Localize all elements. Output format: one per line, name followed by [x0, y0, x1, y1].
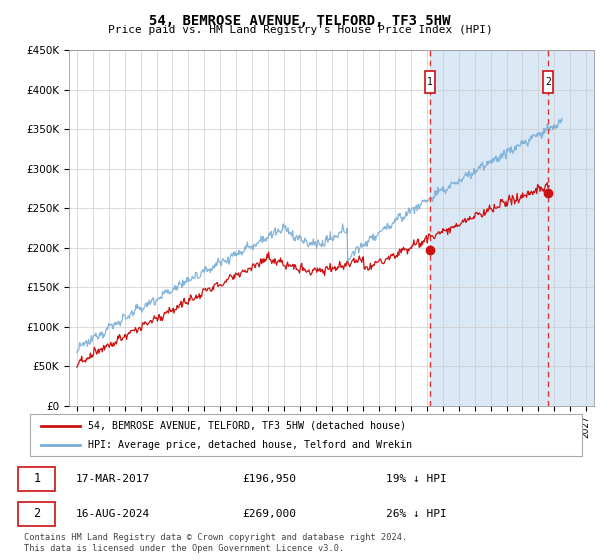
Text: 1: 1: [427, 77, 433, 87]
Text: 16-AUG-2024: 16-AUG-2024: [76, 509, 149, 519]
Text: 2: 2: [33, 507, 40, 520]
Text: HPI: Average price, detached house, Telford and Wrekin: HPI: Average price, detached house, Telf…: [88, 440, 412, 450]
Text: 17-MAR-2017: 17-MAR-2017: [76, 474, 149, 484]
Bar: [425, 71, 435, 93]
Bar: [18, 502, 55, 526]
Bar: [18, 467, 55, 491]
Text: 54, BEMROSE AVENUE, TELFORD, TF3 5HW (detached house): 54, BEMROSE AVENUE, TELFORD, TF3 5HW (de…: [88, 421, 406, 431]
Text: Contains HM Land Registry data © Crown copyright and database right 2024.
This d: Contains HM Land Registry data © Crown c…: [24, 533, 407, 553]
Text: 26% ↓ HPI: 26% ↓ HPI: [386, 509, 447, 519]
Text: £196,950: £196,950: [242, 474, 296, 484]
Text: 2: 2: [545, 77, 551, 87]
Bar: [544, 71, 553, 93]
Text: £269,000: £269,000: [242, 509, 296, 519]
Text: Price paid vs. HM Land Registry's House Price Index (HPI): Price paid vs. HM Land Registry's House …: [107, 25, 493, 35]
Bar: [548, 50, 600, 406]
Text: 1: 1: [33, 472, 40, 486]
Text: 54, BEMROSE AVENUE, TELFORD, TF3 5HW: 54, BEMROSE AVENUE, TELFORD, TF3 5HW: [149, 14, 451, 28]
Text: 19% ↓ HPI: 19% ↓ HPI: [386, 474, 447, 484]
Bar: [548, 50, 600, 406]
Bar: [430, 50, 548, 406]
